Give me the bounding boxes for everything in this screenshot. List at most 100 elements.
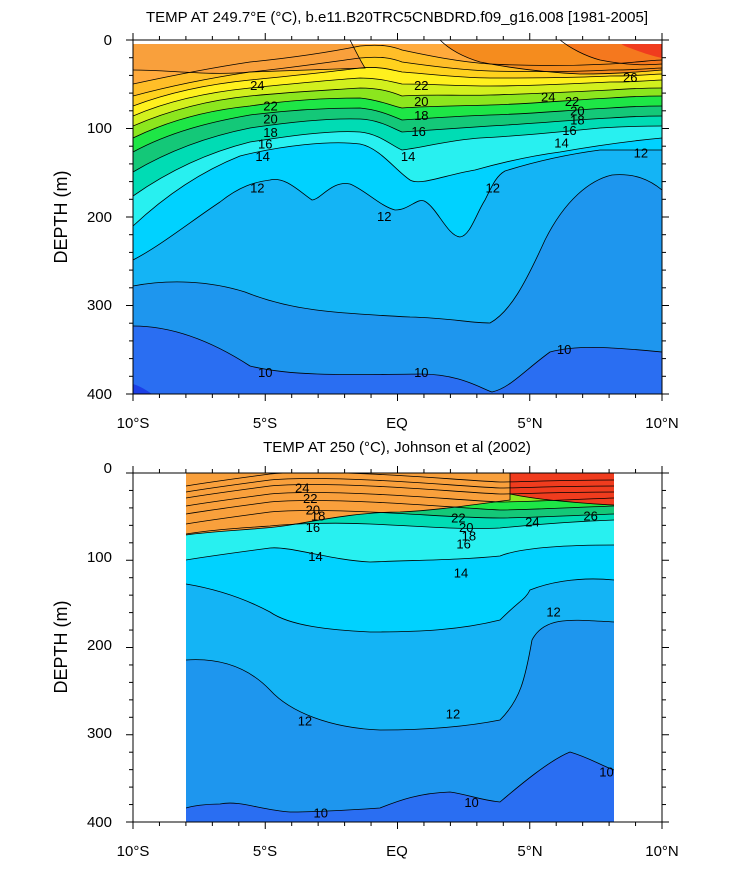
panel-1-contour-22 — [133, 44, 662, 85]
panel-1-band-13 — [133, 138, 662, 260]
panel-2-band-23-main — [186, 473, 510, 535]
panel-1-contour-label-16: 24 — [541, 90, 555, 105]
panel-1-contour-label-12: 12 — [250, 181, 264, 196]
panel-1-contour-20 — [133, 67, 662, 107]
panel-2-y-tick-labels: 0 100 200 300 400 — [87, 460, 112, 831]
panel-1-band-10 — [133, 326, 662, 394]
panel-2-contour-24 — [186, 473, 511, 536]
panel-2-ytick-label-3: 200 — [87, 637, 112, 654]
panel-1-fill — [133, 40, 662, 394]
panel-2-ytick-label-1: 0 — [104, 460, 112, 477]
panel-1-ytick-label-5: 400 — [87, 386, 112, 403]
panel-1-band-21 — [133, 57, 662, 106]
panel-1-band-15 — [133, 116, 662, 196]
panel-2-contour-label-19: 10 — [599, 764, 613, 779]
panel-2-contour-17 — [186, 492, 614, 507]
panel-1-contour-label-22: 12 — [634, 145, 648, 160]
panel-1-contour-label-21: 14 — [554, 136, 568, 151]
panel-1-contour-label-1: 24 — [250, 78, 264, 93]
panel-2-contour-19 — [186, 478, 614, 493]
panel-1-contour-24b — [439, 40, 662, 75]
panel-2-contour-label-18: 10 — [464, 795, 478, 810]
panel-1-contour-label-20: 16 — [562, 123, 576, 138]
panel-2-xtick-label-2: 5°S — [253, 843, 277, 860]
panel-1-band-11 — [133, 174, 662, 392]
panel-2-band-12 — [186, 578, 614, 730]
panel-1-contour-label-19: 18 — [570, 113, 584, 128]
panel-1-title: TEMP AT 249.7°E (°C), b.e11.B20TRC5CNBDR… — [146, 9, 648, 26]
panel-2-contour-label-11: 14 — [454, 565, 468, 580]
panel-2-contour-label-2: 22 — [303, 491, 317, 506]
panel-2-contour-10 — [186, 751, 614, 813]
panel-2-contour-18 — [186, 484, 614, 499]
panel-1-ytick-label-4: 300 — [87, 297, 112, 314]
panel-1-contour-24a — [133, 40, 366, 74]
panel-2-band-11 — [186, 620, 614, 812]
panel-2-band-13 — [186, 545, 614, 632]
panel-1-xtick-label-2: 5°S — [253, 415, 277, 432]
panel-1-contour-14 — [133, 125, 662, 197]
panel-2-contour-label-3: 20 — [306, 503, 320, 518]
panel-1-contour-10a — [133, 325, 662, 393]
panel-2-xtick-label-4: 5°N — [517, 843, 542, 860]
panel-1-contour-label-6: 14 — [255, 149, 269, 164]
panel-1-ylabel: DEPTH (m) — [51, 171, 71, 264]
panel-2-contour-13 — [186, 544, 614, 563]
panel-1-x-tick-labels: 10°S 5°S EQ 5°N 10°N — [117, 415, 679, 432]
panel-1-band-24 — [133, 40, 365, 74]
panel-2-contour-14 — [186, 519, 614, 535]
panel-1-contour-label-8: 20 — [414, 94, 428, 109]
panel-2-contour-label-9: 18 — [462, 529, 476, 544]
panel-1-contour-11 — [133, 174, 662, 324]
panel-2-ylabel: DEPTH (m) — [51, 601, 71, 694]
panel-1-contour-label-14: 12 — [485, 181, 499, 196]
panel-1-band-14 — [133, 126, 662, 226]
panel-2-xtick-label-3: EQ — [386, 843, 408, 860]
panel-2-contour-16 — [186, 500, 614, 515]
panel-1-contour-label-15: 26 — [623, 70, 637, 85]
panel-1-surface-gap — [133, 40, 662, 44]
panel-1-band-19 — [133, 78, 662, 126]
panel-2-contour-label-15: 12 — [298, 714, 312, 729]
panel-2-contour-20 — [186, 473, 614, 487]
panel-1-contour-label-4: 18 — [263, 125, 277, 140]
panel-2-xtick-label-1: 10°S — [117, 843, 150, 860]
panel-1-band-16 — [133, 106, 662, 172]
panel-2-ticks — [126, 466, 669, 829]
panel-2-contour-12 — [186, 578, 614, 633]
panel-2-contour-11 — [186, 619, 614, 731]
panel-1-ytick-label-3: 200 — [87, 209, 112, 226]
panel-2-contour-label-4: 18 — [311, 509, 325, 524]
panel-1-band-20 — [133, 67, 662, 116]
panel-2-contour-label-1: 24 — [295, 481, 309, 496]
panel-1-xtick-label-1: 10°S — [117, 415, 150, 432]
panel-1-xtick-label-4: 5°N — [517, 415, 542, 432]
panel-2-contour-label-17: 10 — [314, 805, 328, 820]
panel-1-contour-16 — [133, 105, 662, 153]
panel-1-band-18 — [133, 88, 662, 138]
panel-1-contour-13 — [133, 137, 662, 227]
panel-2-contour-label-8: 20 — [459, 520, 473, 535]
panel-2-x-tick-labels: 10°S 5°S EQ 5°N 10°N — [117, 843, 679, 860]
panel-1-contour-label-5: 16 — [258, 136, 272, 151]
panel-2-contour-label-6: 14 — [308, 549, 322, 564]
panel-1-band-17 — [133, 96, 662, 152]
panel-2-contour-label-16: 12 — [446, 707, 460, 722]
panel-2-contour-26 — [509, 493, 614, 506]
panel-1-contour-18 — [133, 87, 662, 127]
panel-1-contour-label-3: 20 — [263, 112, 277, 127]
panel-1-ytick-label-1: 0 — [104, 32, 112, 49]
panel-2-contour-label-10: 16 — [456, 537, 470, 552]
panel-2-ytick-label-2: 100 — [87, 549, 112, 566]
panel-1-contour-26 — [559, 40, 662, 66]
panel-1-band-27 — [618, 40, 662, 58]
panel-1-y-tick-labels: 0 100 200 300 400 — [87, 32, 112, 403]
panel-2-contour-15 — [186, 510, 614, 525]
panel-2: TEMP AT 250 (°C), Johnson et al (2002) — [51, 439, 679, 860]
panel-1: TEMP AT 249.7°E (°C), b.e11.B20TRC5CNBDR… — [51, 9, 679, 432]
panel-2-band-14 — [186, 520, 614, 562]
panel-1-contour-label-13: 12 — [377, 209, 391, 224]
panel-1-contour-label-25: 10 — [557, 342, 571, 357]
panel-1-contour-label-24: 10 — [414, 365, 428, 380]
